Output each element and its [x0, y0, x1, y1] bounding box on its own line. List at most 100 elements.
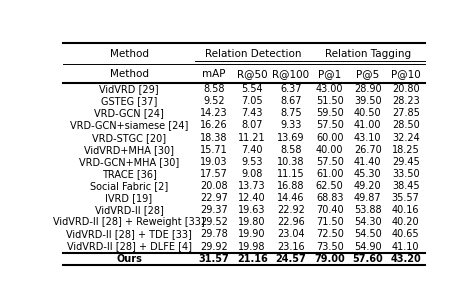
Text: 21.16: 21.16	[237, 254, 267, 264]
Text: 19.98: 19.98	[238, 242, 266, 251]
Text: 40.20: 40.20	[392, 217, 419, 227]
Text: 29.37: 29.37	[201, 205, 228, 215]
Text: 71.50: 71.50	[316, 217, 344, 227]
Text: 28.90: 28.90	[354, 84, 382, 94]
Text: 73.50: 73.50	[316, 242, 344, 251]
Text: 41.00: 41.00	[354, 121, 382, 130]
Text: 43.10: 43.10	[354, 133, 382, 142]
Text: P@1: P@1	[318, 69, 341, 79]
Text: 8.07: 8.07	[241, 121, 263, 130]
Text: 29.52: 29.52	[200, 217, 228, 227]
Text: P@10: P@10	[391, 69, 420, 79]
Text: 62.50: 62.50	[316, 181, 344, 191]
Text: 19.90: 19.90	[238, 230, 266, 239]
Text: 38.45: 38.45	[392, 181, 419, 191]
Text: 14.23: 14.23	[201, 108, 228, 118]
Text: 60.00: 60.00	[316, 133, 344, 142]
Text: VidVRD [29]: VidVRD [29]	[99, 84, 159, 94]
Text: VidVRD-II [28]: VidVRD-II [28]	[95, 205, 164, 215]
Text: 20.80: 20.80	[392, 84, 419, 94]
Text: Relation Detection: Relation Detection	[205, 49, 301, 58]
Text: R@100: R@100	[273, 69, 310, 79]
Text: 14.46: 14.46	[277, 193, 305, 203]
Text: 22.96: 22.96	[277, 217, 305, 227]
Text: 15.71: 15.71	[201, 145, 228, 155]
Text: 26.70: 26.70	[354, 145, 382, 155]
Text: 16.88: 16.88	[277, 181, 305, 191]
Text: 57.60: 57.60	[352, 254, 383, 264]
Text: 40.50: 40.50	[354, 108, 382, 118]
Text: 11.15: 11.15	[277, 169, 305, 179]
Text: 7.40: 7.40	[241, 145, 263, 155]
Text: 59.50: 59.50	[316, 108, 344, 118]
Text: VidVRD-II [28] + DLFE [4]: VidVRD-II [28] + DLFE [4]	[66, 242, 191, 251]
Text: Ours: Ours	[116, 254, 142, 264]
Text: 18.25: 18.25	[392, 145, 419, 155]
Text: 31.57: 31.57	[199, 254, 229, 264]
Text: VidVRD-II [28] + TDE [33]: VidVRD-II [28] + TDE [33]	[66, 230, 192, 239]
Text: 70.40: 70.40	[316, 205, 344, 215]
Text: 43.20: 43.20	[391, 254, 421, 264]
Text: Method: Method	[109, 69, 148, 79]
Text: 5.54: 5.54	[241, 84, 263, 94]
Text: 28.23: 28.23	[392, 96, 419, 106]
Text: 40.16: 40.16	[392, 205, 419, 215]
Text: VRD-STGC [20]: VRD-STGC [20]	[92, 133, 166, 142]
Text: 41.10: 41.10	[392, 242, 419, 251]
Text: 9.08: 9.08	[242, 169, 263, 179]
Text: IVRD [19]: IVRD [19]	[106, 193, 153, 203]
Text: 41.40: 41.40	[354, 157, 382, 167]
Text: 45.30: 45.30	[354, 169, 382, 179]
Text: 72.50: 72.50	[316, 230, 344, 239]
Text: 22.92: 22.92	[277, 205, 305, 215]
Text: 54.50: 54.50	[354, 230, 382, 239]
Text: 49.20: 49.20	[354, 181, 382, 191]
Text: VRD-GCN+siamese [24]: VRD-GCN+siamese [24]	[70, 121, 188, 130]
Text: 19.63: 19.63	[238, 205, 266, 215]
Text: 22.97: 22.97	[200, 193, 228, 203]
Text: GSTEG [37]: GSTEG [37]	[101, 96, 157, 106]
Text: 57.50: 57.50	[316, 157, 344, 167]
Text: 54.90: 54.90	[354, 242, 382, 251]
Text: 53.88: 53.88	[354, 205, 382, 215]
Text: 23.16: 23.16	[277, 242, 305, 251]
Text: 13.69: 13.69	[277, 133, 305, 142]
Text: mAP: mAP	[202, 69, 226, 79]
Text: Method: Method	[109, 49, 148, 58]
Text: 7.05: 7.05	[241, 96, 263, 106]
Text: 19.03: 19.03	[201, 157, 228, 167]
Text: 28.50: 28.50	[392, 121, 419, 130]
Text: 32.24: 32.24	[392, 133, 419, 142]
Text: VidVRD-II [28] + Reweight [33]: VidVRD-II [28] + Reweight [33]	[53, 217, 205, 227]
Text: 8.58: 8.58	[203, 84, 225, 94]
Text: 61.00: 61.00	[316, 169, 344, 179]
Text: Relation Tagging: Relation Tagging	[325, 49, 411, 58]
Text: TRACE [36]: TRACE [36]	[101, 169, 156, 179]
Text: 39.50: 39.50	[354, 96, 382, 106]
Text: 40.65: 40.65	[392, 230, 419, 239]
Text: 8.75: 8.75	[280, 108, 302, 118]
Text: 51.50: 51.50	[316, 96, 344, 106]
Text: 6.37: 6.37	[280, 84, 301, 94]
Text: 29.45: 29.45	[392, 157, 419, 167]
Text: VRD-GCN+MHA [30]: VRD-GCN+MHA [30]	[79, 157, 179, 167]
Text: 7.43: 7.43	[241, 108, 263, 118]
Text: 54.30: 54.30	[354, 217, 382, 227]
Text: 11.21: 11.21	[238, 133, 266, 142]
Text: 43.00: 43.00	[316, 84, 344, 94]
Text: 10.38: 10.38	[277, 157, 305, 167]
Text: VRD-GCN [24]: VRD-GCN [24]	[94, 108, 164, 118]
Text: 8.67: 8.67	[280, 96, 301, 106]
Text: 57.50: 57.50	[316, 121, 344, 130]
Text: 79.00: 79.00	[314, 254, 345, 264]
Text: 40.00: 40.00	[316, 145, 344, 155]
Text: Social Fabric [2]: Social Fabric [2]	[90, 181, 168, 191]
Text: 16.26: 16.26	[201, 121, 228, 130]
Text: 17.57: 17.57	[200, 169, 228, 179]
Text: 12.40: 12.40	[238, 193, 266, 203]
Text: 9.53: 9.53	[241, 157, 263, 167]
Text: 35.57: 35.57	[392, 193, 419, 203]
Text: 8.58: 8.58	[280, 145, 301, 155]
Text: 9.52: 9.52	[203, 96, 225, 106]
Text: 49.87: 49.87	[354, 193, 382, 203]
